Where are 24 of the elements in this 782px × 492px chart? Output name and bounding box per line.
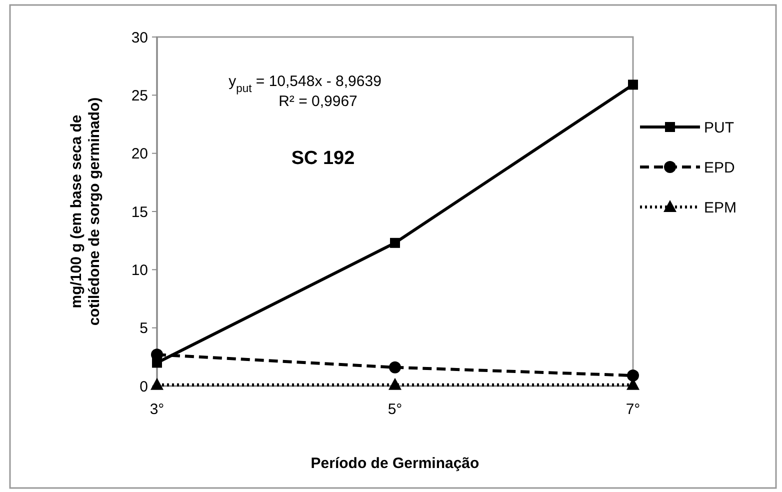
y-tick-label: 15 [131,204,148,221]
point [388,378,402,390]
y-tick-label: 20 [131,146,148,163]
legend-label: PUT [704,119,734,136]
x-axis-title: Período de Germinação [310,455,480,472]
x-tick-label: 5° [388,401,402,418]
y-tick-label: 5 [140,320,148,338]
point [150,378,164,390]
annotation: y$_{put}$ = 10,548x - 8,9639 [228,73,382,95]
legend-label: EPD [704,159,736,176]
x-tick-label: 3° [150,401,164,418]
point [389,361,401,374]
y-axis-title: mg/100 g (em base seca de cotilédone de sorgo germinado) [68,97,103,326]
point [628,80,638,90]
x-tick-label: 7° [626,401,640,418]
y-tick-label: 0 [140,378,148,396]
legend-label: EPM [704,199,737,216]
y-tick-label: 25 [131,87,148,104]
point [627,370,639,382]
y-tick-label: 30 [131,29,148,46]
annotation: SC 192 [291,148,355,169]
point [390,238,400,248]
y-tick-label: 10 [131,262,148,279]
annotation: R² = 0,9967 [278,93,358,110]
